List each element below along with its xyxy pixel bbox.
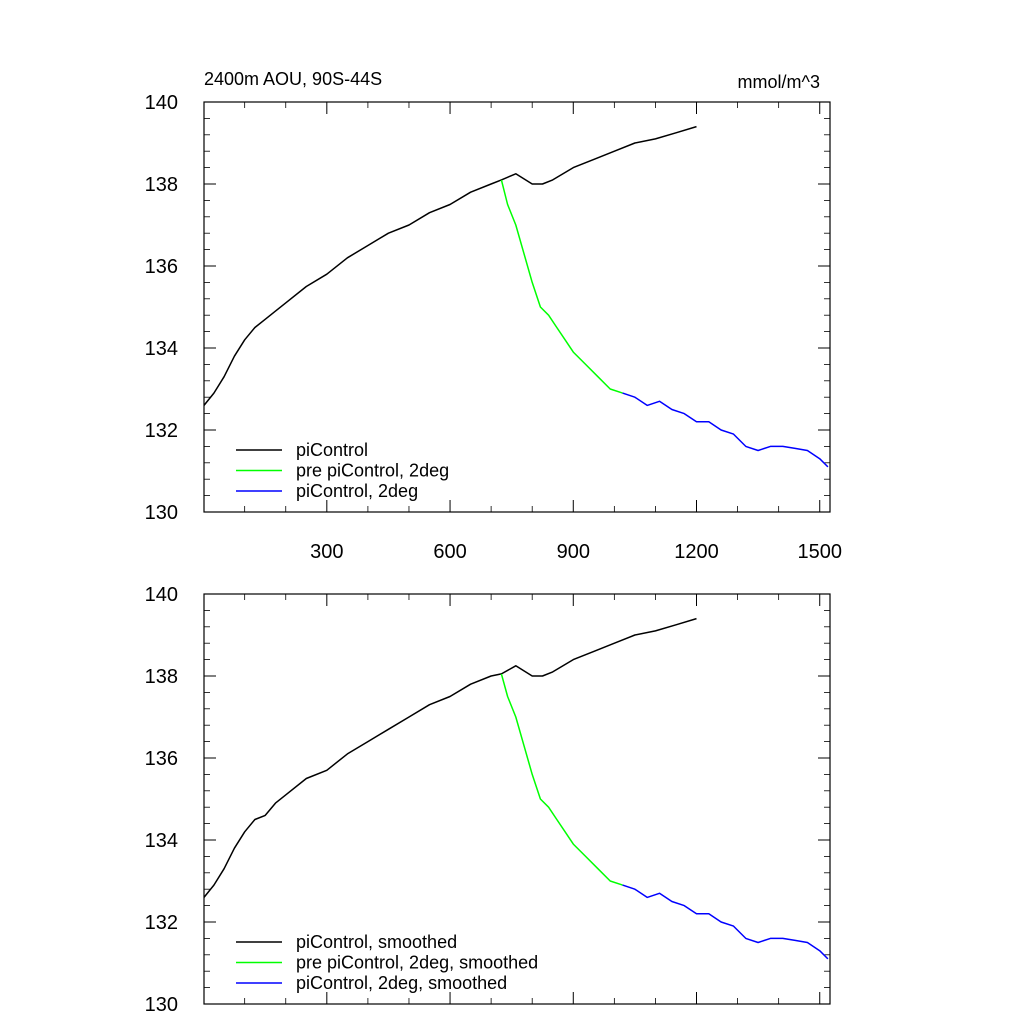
x-tick-label: 300 <box>310 541 343 563</box>
y-tick-label: 140 <box>145 92 178 114</box>
series-line-3 <box>622 392 829 468</box>
y-tick-label: 134 <box>145 830 178 852</box>
x-tick-label: 600 <box>433 541 466 563</box>
legend-label: piControl, smoothed <box>296 932 457 952</box>
series-line-3 <box>622 884 829 960</box>
chart-panel-1: 130 132 134 136 138 140 300 600 900 1200 1500 2400m… <box>145 69 842 563</box>
y-tick-label: 140 <box>145 584 178 606</box>
x-tick-label: 1200 <box>674 541 719 563</box>
legend-label: piControl, 2deg, smoothed <box>296 973 507 993</box>
series-line-1 <box>203 617 697 898</box>
x-tick-label: 1500 <box>797 541 842 563</box>
series-line-1 <box>203 125 697 406</box>
y-tick-label: 132 <box>145 912 178 934</box>
legend-label: pre piControl, 2deg, smoothed <box>296 953 538 973</box>
y-tick-label: 130 <box>145 502 178 524</box>
legend-label: piControl, 2deg <box>296 481 418 501</box>
chart-panel-2: 130 132 134 136 138 140 piControl, smoothedpre… <box>145 584 831 1016</box>
y-tick-label: 138 <box>145 666 178 688</box>
y-tick-label: 134 <box>145 338 178 360</box>
y-tick-label: 136 <box>145 256 178 278</box>
y-tick-label: 136 <box>145 748 178 770</box>
x-tick-label: 900 <box>557 541 590 563</box>
y-tick-label: 130 <box>145 994 178 1016</box>
y-tick-label: 132 <box>145 420 178 442</box>
series-line-2 <box>500 179 623 394</box>
legend-label: pre piControl, 2deg <box>296 461 449 481</box>
series-line-2 <box>500 673 623 886</box>
chart-title-left: 2400m AOU, 90S-44S <box>204 69 382 89</box>
y-tick-label: 138 <box>145 174 178 196</box>
plot-frame <box>203 101 831 513</box>
legend-label: piControl <box>296 440 368 460</box>
plot-frame <box>203 593 831 1005</box>
chart-title-right: mmol/m^3 <box>738 72 820 92</box>
